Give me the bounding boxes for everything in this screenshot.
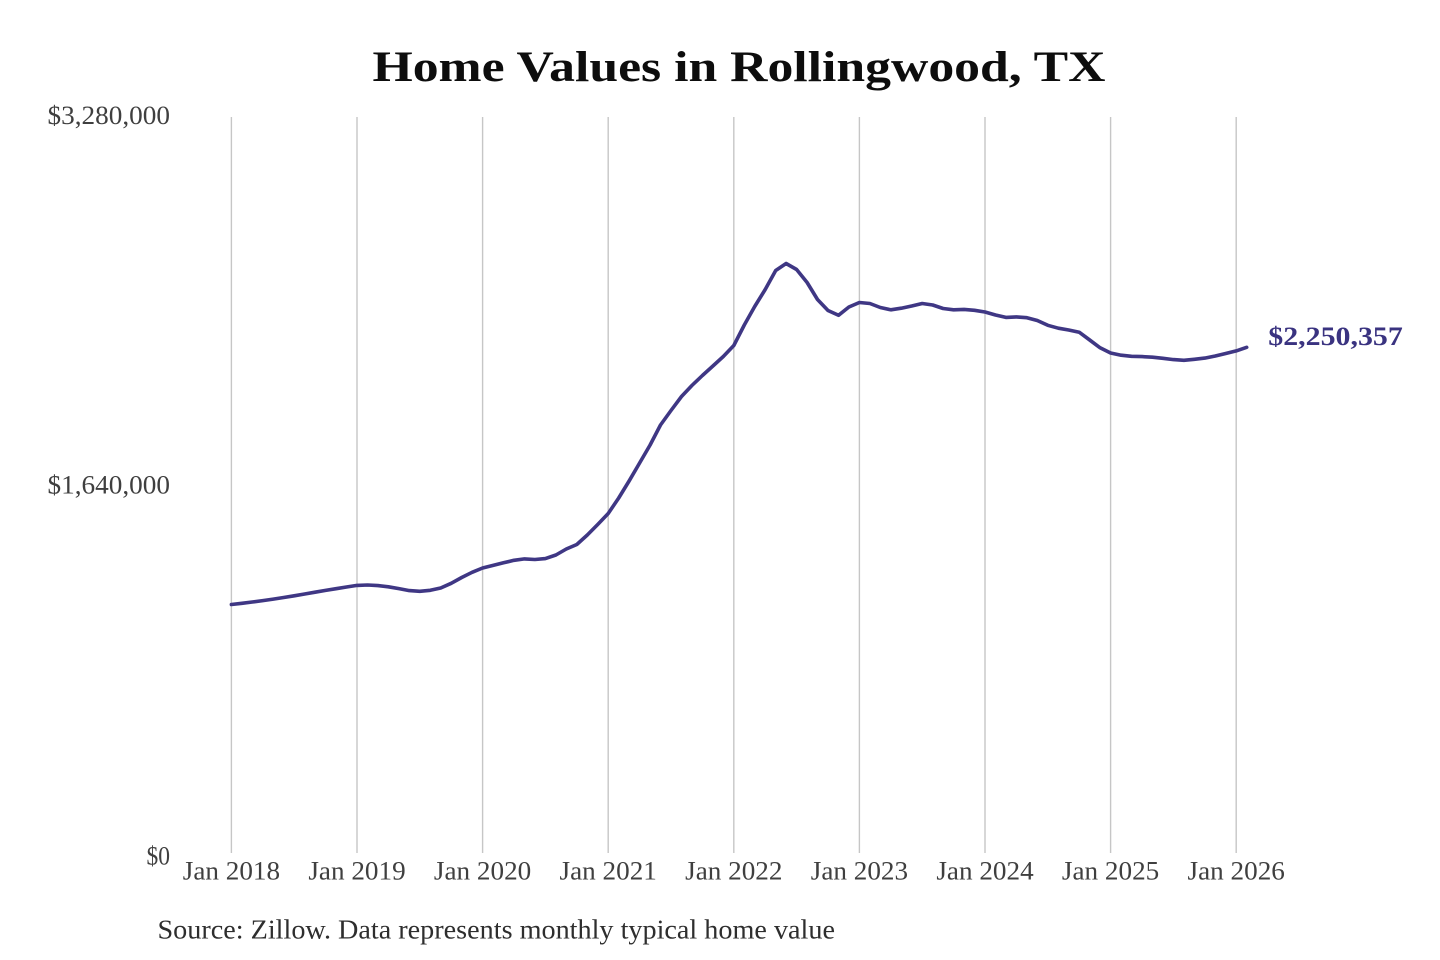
svg-text:Source: Zillow. Data represent: Source: Zillow. Data represents monthly … bbox=[158, 915, 836, 945]
svg-text:Home Values in Rollingwood, TX: Home Values in Rollingwood, TX bbox=[373, 43, 1106, 91]
svg-text:Jan 2022: Jan 2022 bbox=[685, 856, 782, 886]
svg-text:Jan 2026: Jan 2026 bbox=[1188, 856, 1285, 886]
svg-text:Jan 2025: Jan 2025 bbox=[1062, 856, 1159, 886]
svg-text:$0: $0 bbox=[147, 840, 171, 870]
svg-text:Jan 2018: Jan 2018 bbox=[183, 856, 280, 886]
svg-text:$2,250,357: $2,250,357 bbox=[1268, 321, 1403, 351]
svg-text:Jan 2020: Jan 2020 bbox=[434, 856, 531, 886]
svg-text:Jan 2023: Jan 2023 bbox=[811, 856, 908, 886]
svg-text:Jan 2021: Jan 2021 bbox=[560, 856, 657, 886]
svg-text:$1,640,000: $1,640,000 bbox=[48, 470, 171, 500]
svg-text:Jan 2024: Jan 2024 bbox=[936, 856, 1033, 886]
svg-text:Jan 2019: Jan 2019 bbox=[308, 856, 405, 886]
svg-text:$3,280,000: $3,280,000 bbox=[48, 100, 171, 130]
